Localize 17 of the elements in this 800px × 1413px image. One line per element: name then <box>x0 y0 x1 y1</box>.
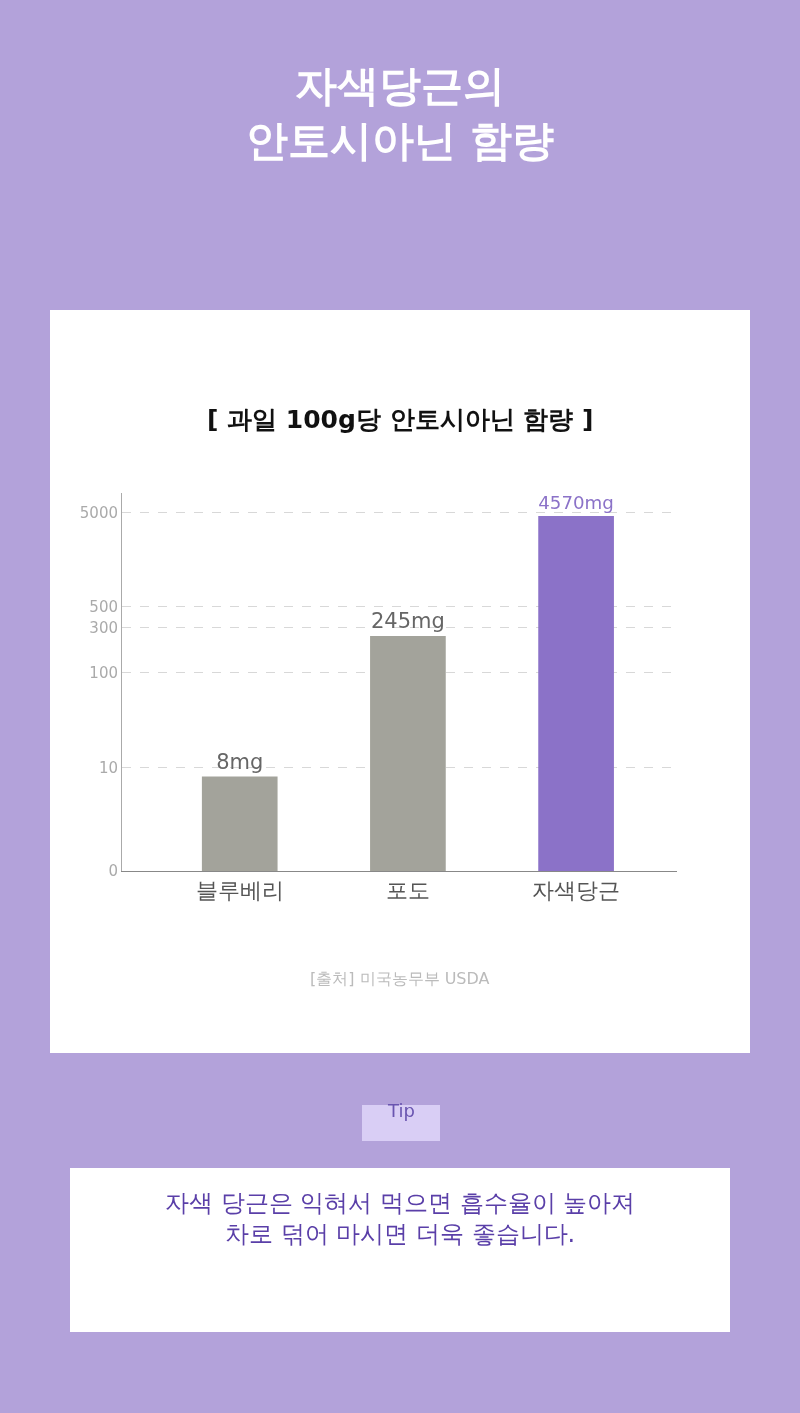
y-tick-label: 0 <box>108 862 118 881</box>
y-tick-label: 300 <box>89 619 118 637</box>
data-label: 245mg <box>370 609 445 634</box>
chart-title: 자색당근의 안토시아닌 함량 <box>245 61 555 165</box>
y-tick-label: 500 <box>89 598 118 617</box>
text: [출처] 미국농무부 USDA <box>310 969 490 988</box>
x-tick-label: 포도 <box>385 878 430 904</box>
y-tick-label: 5000 <box>79 503 118 522</box>
data-label: 4570mg <box>538 491 614 513</box>
x-tick-label: 블루베리 <box>195 878 284 904</box>
y-tick-label: 100 <box>89 664 118 683</box>
x-tick-label: 자색당근 <box>532 878 621 904</box>
y-tick-label: 10 <box>98 758 118 777</box>
data-label: 8mg <box>216 749 264 774</box>
text: 자색 당근은 익혀서 먹으면 흡수율이 높아져 차로 덖어 마시면 더욱 좋습니다. <box>165 1189 636 1249</box>
chart-subtitle: [ 과일 100g당 안토시아닌 함량 ] <box>207 405 594 434</box>
text: Tip <box>387 1100 415 1121</box>
